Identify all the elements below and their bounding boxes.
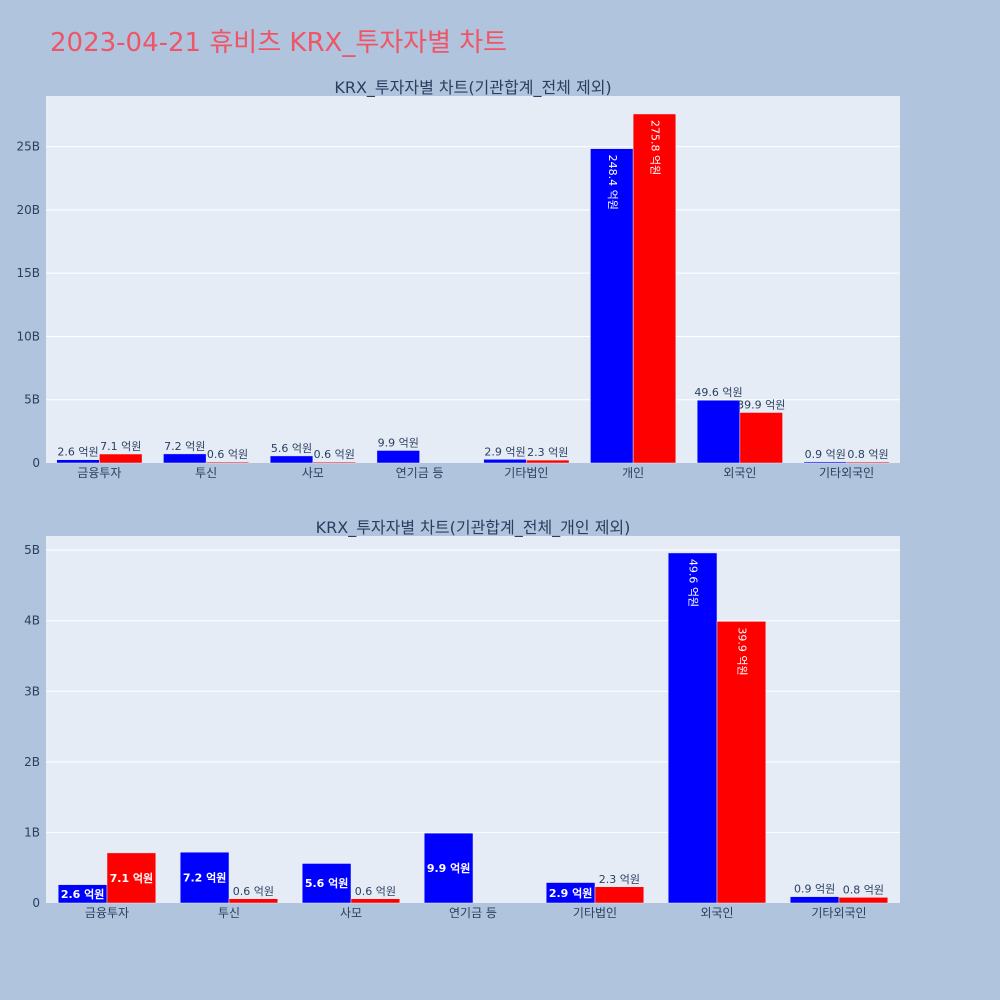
data-label: 275.8 억원 (648, 120, 661, 175)
x-tick-label: 사모 (340, 906, 362, 920)
data-label: 49.6 억원 (694, 386, 742, 399)
y-tick-label: 2B (24, 755, 40, 769)
x-tick-label: 개인 (622, 466, 644, 480)
bar (56, 459, 100, 464)
bar (696, 399, 741, 464)
bar (423, 832, 474, 904)
data-label: 2.6 억원 (61, 887, 105, 901)
data-label: 0.9 억원 (794, 883, 835, 896)
x-tick-label: 기타외국인 (819, 466, 874, 480)
bar (350, 898, 401, 904)
data-label: 2.3 억원 (527, 446, 568, 459)
bar (312, 461, 356, 464)
y-tick-label: 5B (24, 543, 40, 557)
bar (846, 461, 890, 464)
bar (205, 461, 250, 464)
y-tick-label: 25B (16, 140, 40, 154)
page-title: 2023-04-21 휴비츠 KRX_투자자별 차트 (50, 28, 508, 58)
data-label: 0.8 억원 (843, 883, 884, 896)
data-label: 5.6 억원 (305, 876, 349, 890)
x-tick-label: 연기금 등 (396, 466, 444, 480)
x-tick-label: 사모 (302, 466, 324, 480)
bar (99, 453, 143, 464)
bar (739, 412, 783, 464)
bar (483, 459, 527, 464)
data-label: 0.6 억원 (314, 448, 355, 461)
data-label: 2.9 억원 (549, 886, 593, 900)
chart-top: 0 5B 10B 15B 20B 25B KRX_투자자별 차트(기관합계_전체 제외) 금융… (16, 78, 900, 480)
bar (228, 898, 279, 904)
data-label: 248.4 억원 (606, 155, 619, 210)
y-tick-label: 10B (16, 329, 40, 343)
subplot-title: KRX_투자자별 차트(기관합계_전체 제외) (334, 78, 611, 98)
bar (594, 886, 645, 904)
bar (269, 455, 314, 464)
y-tick-label: 3B (24, 684, 40, 698)
bar (667, 552, 718, 904)
data-label: 7.2 억원 (183, 871, 227, 885)
data-label: 2.3 억원 (599, 873, 640, 886)
bar (163, 453, 207, 464)
data-label: 49.6 억원 (687, 559, 700, 607)
y-tick-label: 0 (32, 456, 40, 470)
bar (376, 450, 420, 464)
y-tick-label: 0 (32, 896, 40, 910)
bar (179, 851, 230, 904)
y-tick-label: 15B (16, 266, 40, 280)
x-tick-label: 연기금 등 (449, 906, 497, 920)
y-tick-label: 20B (16, 203, 40, 217)
data-label: 0.9 억원 (805, 448, 846, 461)
data-label: 2.6 억원 (57, 446, 98, 459)
x-tick-label: 외국인 (723, 466, 756, 480)
bar (106, 852, 157, 904)
data-label: 0.6 억원 (233, 885, 274, 898)
data-label: 0.8 억원 (847, 448, 888, 461)
x-tick-label: 기타법인 (573, 906, 617, 920)
x-tick-label: 금융투자 (85, 906, 129, 920)
bar (632, 113, 677, 464)
data-label: 7.1 억원 (100, 440, 141, 453)
bar (789, 896, 840, 904)
x-tick-label: 외국인 (700, 906, 733, 920)
y-tick-label: 4B (24, 614, 40, 628)
x-tick-label: 금융투자 (77, 466, 121, 480)
data-label: 5.6 억원 (271, 442, 312, 455)
x-tick-label: 기타법인 (504, 466, 548, 480)
data-label: 9.9 억원 (378, 436, 419, 449)
data-label: 2.9 억원 (484, 445, 525, 458)
x-tick-label: 투신 (218, 906, 240, 920)
chart-bottom: 0 1B 2B 3B 4B 5B KRX_투자자별 차트(기관합계_전체_개인 제외) 금융투… (24, 518, 900, 920)
y-tick-label: 5B (24, 393, 40, 407)
bar (301, 863, 352, 904)
data-label: 0.6 억원 (207, 448, 248, 461)
x-tick-label: 기타외국인 (811, 906, 866, 920)
data-label: 0.6 억원 (355, 885, 396, 898)
bar (838, 897, 889, 904)
x-tick-label: 투신 (195, 466, 217, 480)
data-label: 9.9 억원 (427, 861, 471, 875)
y-tick-label: 1B (24, 825, 40, 839)
bar (803, 461, 847, 464)
bar (590, 148, 634, 464)
subplot-title: KRX_투자자별 차트(기관합계_전체_개인 제외) (316, 518, 631, 538)
bar (716, 621, 767, 904)
data-label: 39.9 억원 (735, 627, 748, 675)
data-label: 7.1 억원 (110, 871, 154, 885)
data-label: 39.9 억원 (737, 399, 785, 412)
data-label: 7.2 억원 (164, 440, 205, 453)
plot-area (46, 96, 900, 463)
bar (526, 459, 570, 464)
